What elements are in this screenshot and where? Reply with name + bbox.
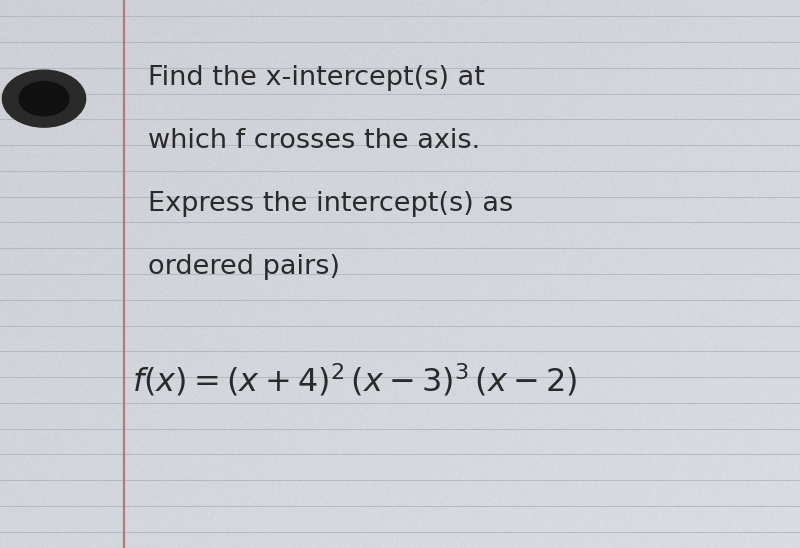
Text: Find the x-intercept(s) at: Find the x-intercept(s) at xyxy=(148,65,485,91)
Text: $f(x)=(x+4)^2\,(x-3)^3\,(x-2)$: $f(x)=(x+4)^2\,(x-3)^3\,(x-2)$ xyxy=(132,362,578,399)
Text: ordered pairs): ordered pairs) xyxy=(148,254,340,280)
Text: Express the intercept(s) as: Express the intercept(s) as xyxy=(148,191,514,217)
Circle shape xyxy=(2,70,86,127)
Text: which f crosses the axis.: which f crosses the axis. xyxy=(148,128,480,154)
Circle shape xyxy=(19,82,69,116)
